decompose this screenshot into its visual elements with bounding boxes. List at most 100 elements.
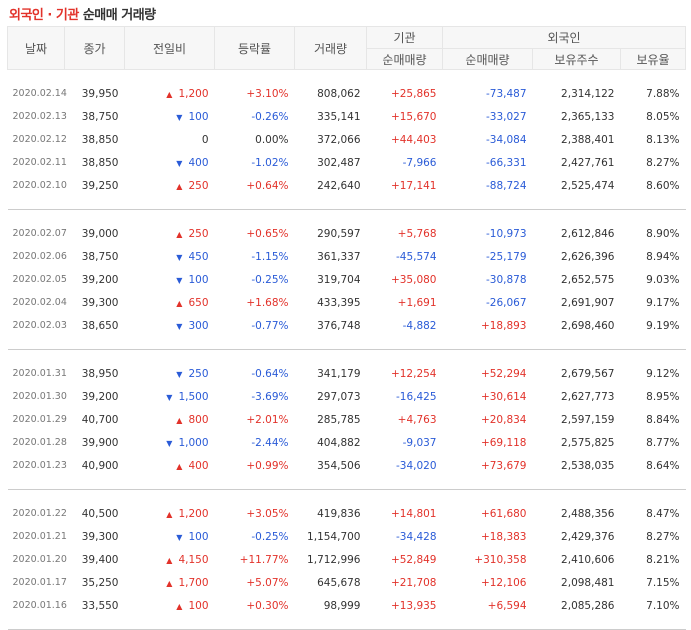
row-spacer: [8, 490, 686, 502]
cell-rate: -0.77%: [215, 314, 295, 337]
triangle-down-icon: ▼: [176, 253, 182, 262]
cell-close: 33,550: [65, 594, 125, 617]
cell-rate: -1.02%: [215, 151, 295, 174]
cell-ratio: 9.03%: [621, 268, 686, 291]
row-spacer: [8, 617, 686, 630]
triangle-down-icon: ▼: [176, 159, 182, 168]
cell-rate: -0.64%: [215, 362, 295, 385]
cell-ratio: 7.88%: [621, 82, 686, 105]
cell-date: 2020.02.07: [8, 222, 65, 245]
cell-rate: +0.99%: [215, 454, 295, 477]
change-value: 250: [188, 180, 208, 192]
cell-rate: +3.05%: [215, 502, 295, 525]
cell-holdings: 2,388,401: [533, 128, 621, 151]
cell-foreign-net: +30,614: [443, 385, 533, 408]
triangle-up-icon: ▲: [176, 230, 182, 239]
header-volume: 거래량: [295, 27, 367, 70]
cell-date: 2020.02.13: [8, 105, 65, 128]
change-value: 250: [188, 368, 208, 380]
cell-date: 2020.01.16: [8, 594, 65, 617]
cell-holdings: 2,365,133: [533, 105, 621, 128]
cell-rate: +0.64%: [215, 174, 295, 197]
change-value: 300: [188, 320, 208, 332]
triangle-up-icon: ▲: [176, 299, 182, 308]
cell-volume: 242,640: [295, 174, 367, 197]
cell-rate: +0.65%: [215, 222, 295, 245]
cell-inst-net: -34,020: [367, 454, 443, 477]
page-title: 외국인 · 기관 순매매 거래량: [9, 4, 156, 23]
cell-close: 39,300: [65, 291, 125, 314]
cell-volume: 433,395: [295, 291, 367, 314]
cell-ratio: 8.77%: [621, 431, 686, 454]
change-value: 1,700: [178, 577, 208, 589]
cell-foreign-net: -30,878: [443, 268, 533, 291]
cell-change: ▲1,200: [125, 502, 215, 525]
cell-volume: 404,882: [295, 431, 367, 454]
cell-date: 2020.02.11: [8, 151, 65, 174]
cell-close: 38,750: [65, 105, 125, 128]
cell-volume: 302,487: [295, 151, 367, 174]
cell-close: 38,850: [65, 128, 125, 151]
cell-change: ▼400: [125, 151, 215, 174]
cell-inst-net: -16,425: [367, 385, 443, 408]
cell-foreign-net: +18,383: [443, 525, 533, 548]
change-value: 1,000: [178, 437, 208, 449]
cell-holdings: 2,525,474: [533, 174, 621, 197]
cell-holdings: 2,575,825: [533, 431, 621, 454]
cell-date: 2020.01.29: [8, 408, 65, 431]
cell-holdings: 2,410,606: [533, 548, 621, 571]
cell-change: ▼1,000: [125, 431, 215, 454]
cell-rate: +1.68%: [215, 291, 295, 314]
cell-inst-net: +35,080: [367, 268, 443, 291]
cell-rate: +3.10%: [215, 82, 295, 105]
triangle-up-icon: ▲: [176, 416, 182, 425]
cell-close: 38,950: [65, 362, 125, 385]
cell-holdings: 2,691,907: [533, 291, 621, 314]
cell-date: 2020.01.20: [8, 548, 65, 571]
cell-ratio: 9.12%: [621, 362, 686, 385]
cell-close: 38,850: [65, 151, 125, 174]
cell-ratio: 8.21%: [621, 548, 686, 571]
cell-date: 2020.01.31: [8, 362, 65, 385]
cell-ratio: 8.84%: [621, 408, 686, 431]
change-value: 1,200: [178, 88, 208, 100]
cell-foreign-net: -88,724: [443, 174, 533, 197]
cell-ratio: 8.60%: [621, 174, 686, 197]
cell-holdings: 2,698,460: [533, 314, 621, 337]
triangle-down-icon: ▼: [176, 113, 182, 122]
cell-inst-net: +14,801: [367, 502, 443, 525]
cell-change: ▼250: [125, 362, 215, 385]
change-value: 100: [188, 274, 208, 286]
cell-volume: 808,062: [295, 82, 367, 105]
cell-ratio: 8.13%: [621, 128, 686, 151]
cell-change: ▲650: [125, 291, 215, 314]
cell-close: 39,000: [65, 222, 125, 245]
triangle-down-icon: ▼: [176, 276, 182, 285]
change-value: 0: [202, 134, 209, 146]
cell-change: ▼1,500: [125, 385, 215, 408]
cell-change: ▼100: [125, 525, 215, 548]
cell-ratio: 8.90%: [621, 222, 686, 245]
triangle-up-icon: ▲: [166, 556, 172, 565]
cell-date: 2020.02.12: [8, 128, 65, 151]
cell-foreign-net: -26,067: [443, 291, 533, 314]
cell-holdings: 2,679,567: [533, 362, 621, 385]
header-inst-net: 순매매량: [367, 49, 443, 70]
cell-change: ▲800: [125, 408, 215, 431]
cell-close: 38,650: [65, 314, 125, 337]
change-value: 400: [188, 460, 208, 472]
triangle-down-icon: ▼: [166, 393, 172, 402]
cell-close: 39,250: [65, 174, 125, 197]
cell-volume: 335,141: [295, 105, 367, 128]
cell-holdings: 2,429,376: [533, 525, 621, 548]
cell-inst-net: +12,254: [367, 362, 443, 385]
cell-volume: 1,712,996: [295, 548, 367, 571]
cell-foreign-net: +310,358: [443, 548, 533, 571]
cell-rate: -0.25%: [215, 525, 295, 548]
cell-inst-net: -9,037: [367, 431, 443, 454]
